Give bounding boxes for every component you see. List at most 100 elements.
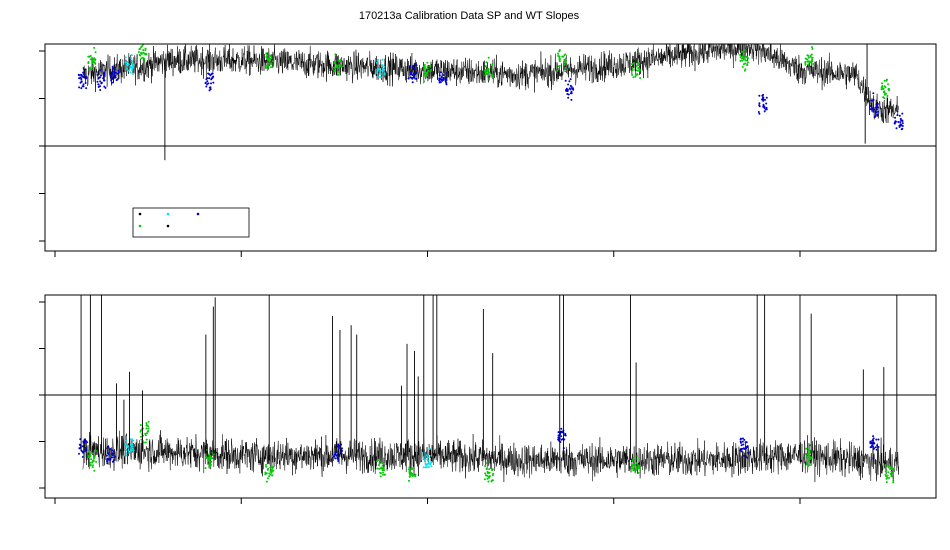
point-ls [805,447,808,450]
point-ls [739,53,742,56]
point-ls [556,69,559,72]
point-lp [570,98,573,101]
point-lt [129,66,132,68]
point-lp [898,114,901,117]
point-ls [885,477,888,480]
point-lp [337,447,340,449]
point-lp [900,128,903,131]
point-ls [811,60,814,63]
point-ls [638,456,641,459]
point-ls [745,59,748,62]
point-lp [209,74,212,77]
point-lt [130,445,133,448]
point-lp [333,453,336,456]
point-ls [93,469,96,472]
point-lt [426,465,428,468]
point-ls [336,70,339,73]
point-ls [379,467,382,470]
point-lp [208,86,211,89]
point-lp [875,108,878,111]
point-ls [145,438,148,441]
point-lt [128,451,131,454]
point-ls [383,473,386,476]
point-lp [439,71,442,74]
cal-segment-ls [407,466,417,482]
cal-segment-lp [96,64,107,91]
point-ls [140,435,142,438]
point-lp [872,437,875,440]
point-ls [377,458,380,461]
point-ls [885,475,888,478]
point-ls [142,51,145,54]
point-lp [896,110,899,113]
point-ls [414,475,417,478]
cal-segment-ls [87,46,97,71]
point-ls [811,58,814,61]
point-ls [141,44,144,47]
point-lp [566,93,569,95]
point-ls [888,88,891,91]
point-ls [638,466,641,469]
point-lp [758,102,761,105]
point-ls [208,458,211,461]
point-ls [880,88,883,91]
point-lp [557,436,560,439]
point-lp [337,443,340,446]
point-lp [442,74,445,76]
point-ls [487,480,490,483]
point-ls [89,463,92,466]
cal-segment-ls [483,462,495,483]
point-lp [204,82,207,85]
point-ls [266,54,269,57]
point-ls [139,424,142,426]
point-lp [444,78,447,81]
point-lp [210,82,212,85]
point-ls [564,67,567,69]
cal-segment-lt [422,447,433,469]
point-lt [376,69,379,72]
point-ls [140,57,143,60]
point-ls [741,59,744,62]
point-ls [492,472,495,475]
legend-marker-lt [166,212,170,216]
point-ls [491,76,494,79]
point-ls [381,469,384,472]
point-lp [110,73,113,76]
point-ls [563,63,566,66]
point-ls [144,441,147,444]
point-ls [424,73,427,76]
point-ls [484,74,487,76]
point-ls [806,58,809,61]
point-ls [145,422,148,425]
point-lp [739,449,742,452]
point-ls [806,455,809,458]
point-lp [111,67,114,70]
point-lp [439,81,442,84]
point-lp [876,444,879,447]
point-lp [875,103,878,106]
point-ls [140,438,143,441]
point-lp [565,89,568,92]
point-lt [124,443,127,445]
point-lp [82,85,85,88]
point-ls [886,78,888,81]
cal-segment-lp [109,66,120,84]
point-lp [763,110,766,113]
plot-frame [44,43,937,252]
point-lt [131,443,134,445]
point-ls [487,68,490,70]
point-lt [125,439,127,442]
point-ls [429,64,432,67]
point-lt [422,456,425,459]
point-lp [109,448,112,450]
point-lt [427,459,429,462]
point-ls [93,455,96,458]
point-ls [558,57,561,60]
point-ls [744,68,747,71]
point-lp [335,450,338,453]
point-lp [875,111,878,114]
point-lt [381,70,384,73]
point-lp [117,69,120,72]
point-ls [333,66,335,69]
point-ls [486,477,489,480]
